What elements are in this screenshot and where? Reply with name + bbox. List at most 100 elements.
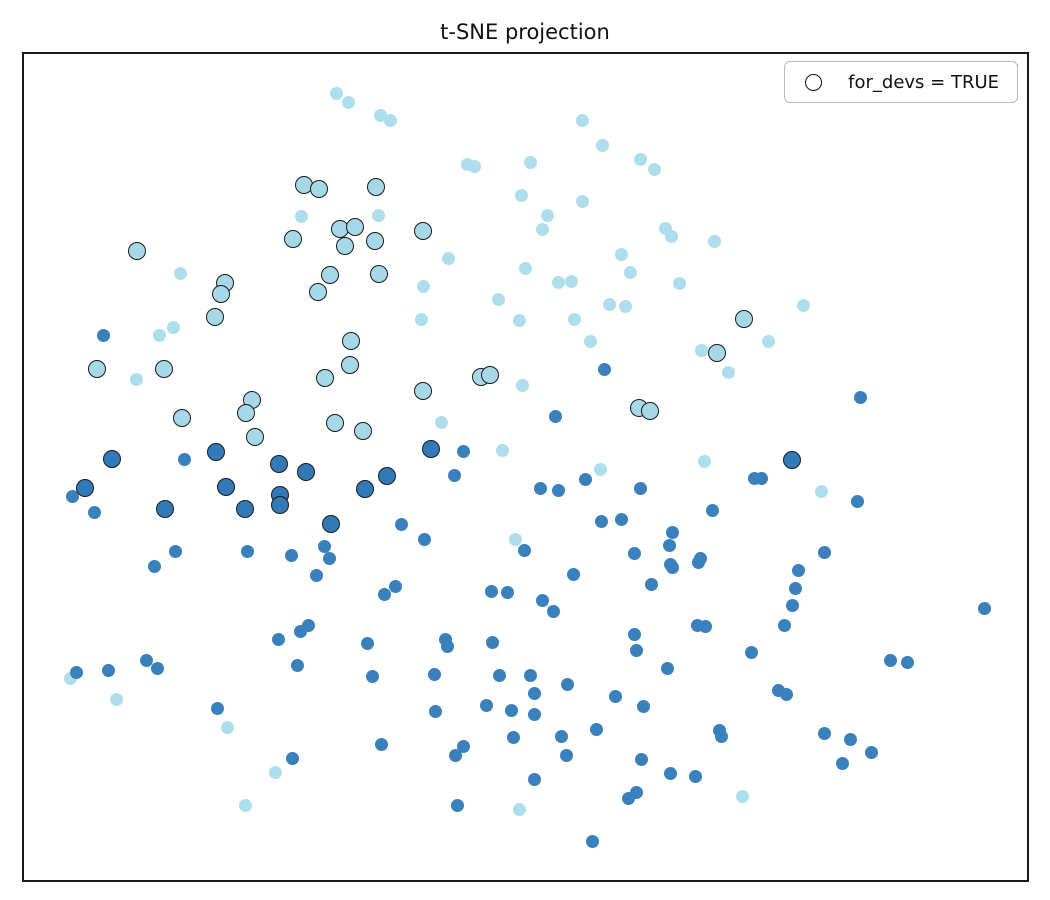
scatter-point <box>735 789 749 803</box>
scatter-point <box>246 428 264 446</box>
scatter-point <box>456 739 470 753</box>
scatter-point <box>346 218 364 236</box>
scatter-point <box>365 669 379 683</box>
scatter-point <box>293 624 307 638</box>
scatter-point <box>567 312 581 326</box>
scatter-point <box>621 791 635 805</box>
scatter-point <box>634 752 648 766</box>
scatter-point <box>317 539 331 553</box>
scatter-point <box>168 544 182 558</box>
scatter-point <box>515 378 529 392</box>
scatter-point <box>744 645 758 659</box>
scatter-point <box>450 798 464 812</box>
scatter-point <box>479 698 493 712</box>
scatter-point <box>356 480 374 498</box>
scatter-point <box>417 532 431 546</box>
scatter-point <box>783 451 801 469</box>
scatter-point <box>492 668 506 682</box>
scatter-point <box>551 275 565 289</box>
scatter-point <box>735 310 753 328</box>
scatter-point <box>512 802 526 816</box>
open-circle-legend-marker-icon <box>805 73 823 91</box>
scatter-point <box>883 653 897 667</box>
scatter-point <box>366 232 384 250</box>
scatter-point <box>636 699 650 713</box>
scatter-point <box>485 635 499 649</box>
scatter-point <box>150 661 164 675</box>
scatter-point <box>383 113 397 127</box>
scatter-point <box>238 798 252 812</box>
scatter-point <box>378 467 396 485</box>
scatter-point <box>575 194 589 208</box>
scatter-point <box>633 481 647 495</box>
scatter-point <box>147 559 161 573</box>
scatter-point <box>367 178 385 196</box>
scatter-point <box>566 567 580 581</box>
scatter-point <box>414 382 432 400</box>
scatter-point <box>517 543 531 557</box>
scatter-point <box>540 208 554 222</box>
scatter-point <box>156 500 174 518</box>
scatter-point <box>535 593 549 607</box>
scatter-point <box>65 489 79 503</box>
scatter-point <box>441 251 455 265</box>
scatter-point <box>237 404 255 422</box>
scatter-point <box>297 463 315 481</box>
scatter-point <box>597 362 611 376</box>
scatter-point <box>129 372 143 386</box>
scatter-point <box>560 677 574 691</box>
scatter-point <box>270 455 288 473</box>
scatter-point <box>491 292 505 306</box>
scatter-point <box>777 618 791 632</box>
scatter-point <box>527 707 541 721</box>
scatter-point <box>665 525 679 539</box>
scatter-point <box>76 479 94 497</box>
scatter-point <box>484 584 498 598</box>
scatter-point <box>660 661 674 675</box>
scatter-point <box>139 653 153 667</box>
scatter-point <box>268 765 282 779</box>
scatter-point <box>271 632 285 646</box>
scatter-point <box>414 312 428 326</box>
scatter-point <box>791 563 805 577</box>
scatter-point <box>527 686 541 700</box>
scatter-point <box>326 414 344 432</box>
scatter-point <box>548 409 562 423</box>
legend: for_devs = TRUE <box>784 61 1018 103</box>
scatter-point <box>554 729 568 743</box>
scatter-point <box>128 242 146 260</box>
scatter-point <box>608 689 622 703</box>
scatter-point <box>416 279 430 293</box>
scatter-point <box>236 500 254 518</box>
scatter-point <box>644 577 658 591</box>
scatter-point <box>155 360 173 378</box>
scatter-point <box>341 95 355 109</box>
scatter-point <box>342 332 360 350</box>
scatter-point <box>322 515 340 533</box>
scatter-point <box>512 313 526 327</box>
scatter-point <box>440 639 454 653</box>
scatter-point <box>500 585 514 599</box>
scatter-point <box>506 730 520 744</box>
legend-label: for_devs = TRUE <box>848 71 999 93</box>
scatter-point <box>817 545 831 559</box>
scatter-point <box>796 298 810 312</box>
scatter-point <box>309 568 323 582</box>
scatter-point <box>166 320 180 334</box>
scatter-point <box>691 555 705 569</box>
scatter-point <box>329 86 343 100</box>
scatter-point <box>627 546 641 560</box>
scatter-point <box>595 138 609 152</box>
scatter-point <box>271 496 289 514</box>
scatter-point <box>551 483 565 497</box>
scatter-point <box>96 328 110 342</box>
scatter-point <box>754 471 768 485</box>
scatter-point <box>103 450 121 468</box>
scatter-point <box>523 668 537 682</box>
scatter-point <box>495 443 509 457</box>
scatter-point <box>360 636 374 650</box>
scatter-point <box>623 265 637 279</box>
scatter-point <box>672 276 686 290</box>
scatter-point <box>602 297 616 311</box>
